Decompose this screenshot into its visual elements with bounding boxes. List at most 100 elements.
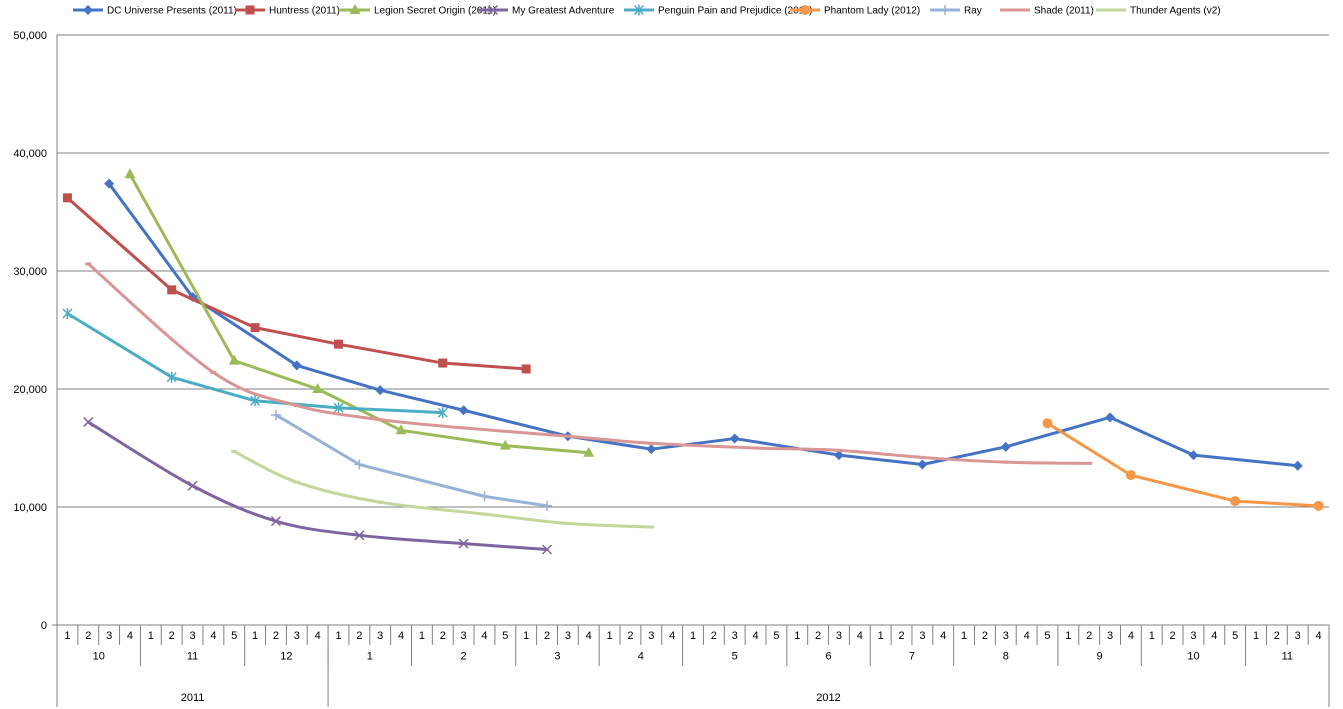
x-month-label: 10 (93, 651, 105, 663)
data-point (124, 168, 136, 179)
data-point (312, 383, 324, 393)
x-week-label: 4 (1128, 630, 1134, 642)
x-week-label: 3 (648, 630, 654, 642)
x-week-label: 3 (294, 630, 300, 642)
x-month-label: 1 (367, 651, 373, 663)
series-dc-universe-presents-2011 (104, 178, 1303, 471)
x-week-label: 1 (961, 630, 967, 642)
legend-item: Huntress (2011) (235, 5, 340, 17)
x-week-label: 1 (1149, 630, 1155, 642)
data-point (354, 530, 365, 541)
legend-item: Thunder Agents (v2) (1096, 6, 1221, 17)
x-week-label: 1 (523, 630, 529, 642)
data-point (187, 480, 198, 491)
x-week-label: 1 (1253, 630, 1259, 642)
x-year-label: 2011 (181, 692, 205, 704)
series-line (1045, 421, 1321, 508)
series-huntress-2011 (62, 193, 531, 374)
data-point (458, 538, 469, 549)
data-point (646, 444, 657, 455)
x-week-label: 5 (231, 630, 237, 642)
data-point (1230, 496, 1241, 507)
x-week-label: 3 (919, 630, 925, 642)
series-penguin-pain-and-prejudice-2011 (62, 307, 448, 419)
x-month-label: 10 (1187, 651, 1199, 663)
x-week-label: 4 (481, 630, 487, 642)
x-week-label: 4 (940, 630, 946, 642)
x-week-label: 2 (1086, 630, 1092, 642)
legend-item: Shade (2011) (1000, 6, 1094, 17)
data-point (542, 544, 553, 555)
data-point (250, 323, 260, 333)
legend-item: DC Universe Presents (2011) (73, 5, 237, 17)
y-tick-label: 10,000 (13, 502, 47, 514)
x-week-label: 3 (1003, 630, 1009, 642)
data-point (166, 371, 177, 383)
x-week-label: 1 (252, 630, 258, 642)
x-month-label: 7 (909, 651, 915, 663)
x-month-label: 11 (1282, 651, 1293, 663)
x-week-label: 4 (857, 630, 863, 642)
data-point (833, 450, 844, 461)
x-week-label: 3 (836, 630, 842, 642)
legend-label: Thunder Agents (v2) (1130, 6, 1221, 17)
legend: DC Universe Presents (2011) Huntress (201… (73, 4, 1221, 17)
x-week-label: 3 (1190, 630, 1196, 642)
legend-label: Legion Secret Origin (2011) (374, 6, 496, 17)
data-point (458, 405, 469, 416)
series-my-greatest-adventure (83, 417, 553, 555)
series-ray (270, 409, 553, 511)
x-week-label: 4 (1316, 630, 1322, 642)
data-point (479, 491, 490, 502)
data-point (375, 385, 386, 396)
x-week-label: 4 (586, 630, 592, 642)
x-week-label: 2 (273, 630, 279, 642)
x-week-label: 1 (878, 630, 884, 642)
data-point (270, 409, 281, 420)
x-week-label: 3 (565, 630, 571, 642)
x-month-label: 9 (1097, 651, 1103, 663)
x-week-label: 1 (794, 630, 800, 642)
y-tick-label: 30,000 (13, 266, 47, 278)
x-week-label: 3 (1107, 630, 1113, 642)
x-month-label: 12 (280, 651, 292, 663)
x-week-label: 1 (148, 630, 154, 642)
x-week-label: 3 (732, 630, 738, 642)
data-point (395, 424, 407, 435)
data-point (1313, 500, 1324, 511)
x-week-label: 5 (773, 630, 779, 642)
x-month-label: 8 (1003, 651, 1009, 663)
legend-swatch-marker (349, 4, 361, 14)
x-week-label: 3 (106, 630, 112, 642)
legend-item: Penguin Pain and Prejudice (2011) (624, 4, 812, 17)
x-week-label: 3 (189, 630, 195, 642)
x-week-label: 2 (544, 630, 550, 642)
legend-label: Shade (2011) (1034, 6, 1094, 17)
x-week-label: 4 (669, 630, 675, 642)
series-layer (62, 168, 1324, 555)
y-axis: 0 10,000 20,000 30,000 40,000 50,000 (13, 30, 58, 632)
x-week-label: 2 (169, 630, 175, 642)
x-week-label: 2 (1170, 630, 1176, 642)
legend-label: Ray (964, 6, 982, 17)
series-line (274, 413, 549, 508)
data-point (291, 360, 302, 371)
x-week-label: 1 (607, 630, 613, 642)
x-week-label: 4 (398, 630, 404, 642)
data-point (1292, 460, 1303, 471)
data-point (729, 433, 740, 444)
data-point (542, 500, 553, 511)
x-week-label: 4 (210, 630, 216, 642)
x-week-label: 4 (752, 630, 758, 642)
data-point (437, 407, 448, 419)
series-shade-2011 (85, 262, 1093, 465)
data-point (250, 395, 261, 407)
data-point (270, 516, 281, 527)
x-week-label: 1 (1065, 630, 1071, 642)
x-week-label: 2 (711, 630, 717, 642)
series-line (232, 450, 653, 529)
x-week-label: 5 (502, 630, 508, 642)
legend-label: Phantom Lady (2012) (824, 6, 920, 17)
x-week-label: 4 (315, 630, 321, 642)
legend-swatch-marker (633, 4, 645, 16)
